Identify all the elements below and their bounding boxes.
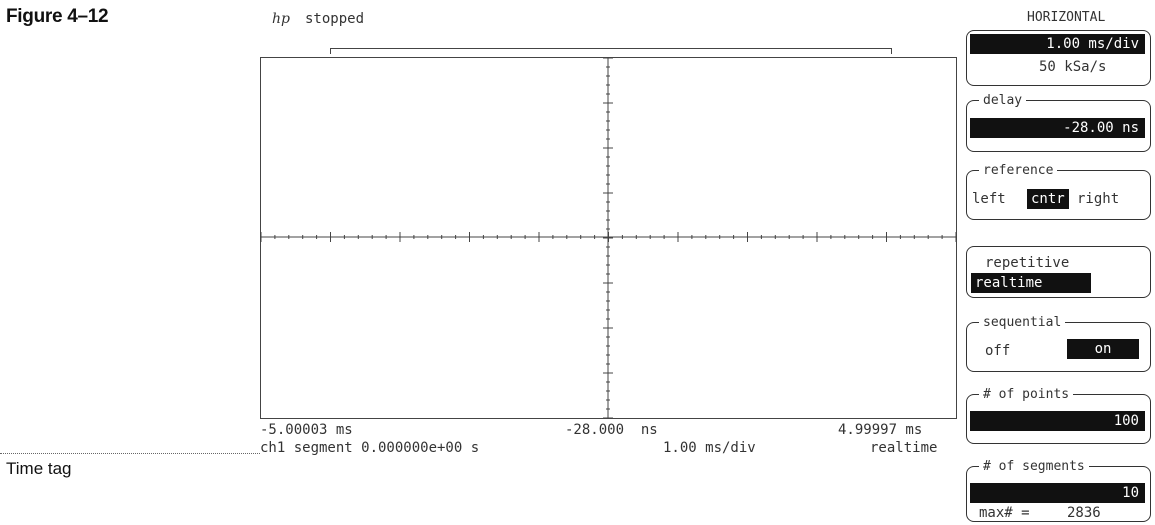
points-value: 100 [970,411,1145,431]
reference-center-selected: cntr [1027,189,1069,209]
sequential-label: sequential [979,315,1066,330]
mode-readout: realtime [870,440,938,456]
callout-leader-line [0,453,260,454]
graticule-grid [261,58,956,418]
time-window-bracket [330,48,892,54]
sequential-on-selected: on [1067,339,1139,359]
reference-right: right [1077,191,1120,207]
delay-label: delay [979,93,1027,108]
max-segments-label: max# = [979,505,1030,521]
hp-logo: hp [272,11,290,27]
reference-softkey[interactable]: reference left cntr right [966,163,1151,220]
points-softkey[interactable]: # of points 100 [966,387,1151,444]
timebase-value: 1.00 ms/div [970,34,1145,54]
segments-label: # of segments [979,459,1089,474]
delay-value: -28.00 ns [970,118,1145,138]
delay-softkey[interactable]: delay -28.00 ns [966,93,1151,152]
segments-value: 10 [970,483,1145,503]
timebase-softkey[interactable]: 1.00 ms/div 50 kSa/s [966,30,1151,86]
run-status: stopped [305,11,365,27]
time-tag-callout: Time tag [6,459,72,478]
acquisition-mode-softkey[interactable]: repetitive realtime [966,246,1151,298]
sample-rate: 50 kSa/s [1039,59,1107,75]
sequential-off: off [985,343,1011,359]
repetitive-label: repetitive [985,255,1070,271]
timebase-readout: 1.00 ms/div [663,440,756,456]
waveform-graticule[interactable] [260,57,957,419]
realtime-selected: realtime [971,273,1091,293]
figure-label: Figure 4–12 [6,6,109,27]
reference-left: left [972,191,1006,207]
max-segments-value: 2836 [1067,505,1101,521]
left-time-readout: -5.00003 ms [260,422,353,438]
points-label: # of points [979,387,1074,402]
center-time-readout: -28.000 ns [565,422,658,438]
segment-time-tag: ch1 segment 0.000000e+00 s [260,440,480,456]
reference-label: reference [979,163,1058,178]
panel-title: HORIZONTAL [1027,10,1106,25]
sequential-softkey[interactable]: sequential off on [966,315,1151,372]
segments-softkey[interactable]: # of segments 10 max# = 2836 [966,459,1151,522]
right-time-readout: 4.99997 ms [838,422,923,438]
